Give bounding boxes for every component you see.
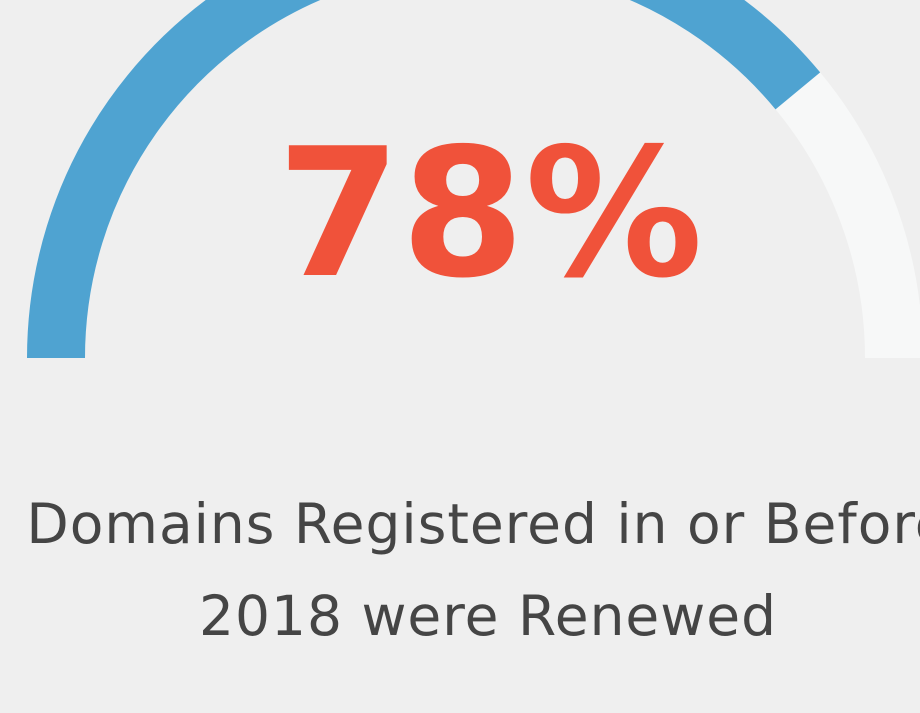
caption: Domains Registered in or Before 2018 wer… xyxy=(26,492,920,648)
gauge-value xyxy=(27,0,821,359)
value-label: 78% xyxy=(277,110,703,317)
